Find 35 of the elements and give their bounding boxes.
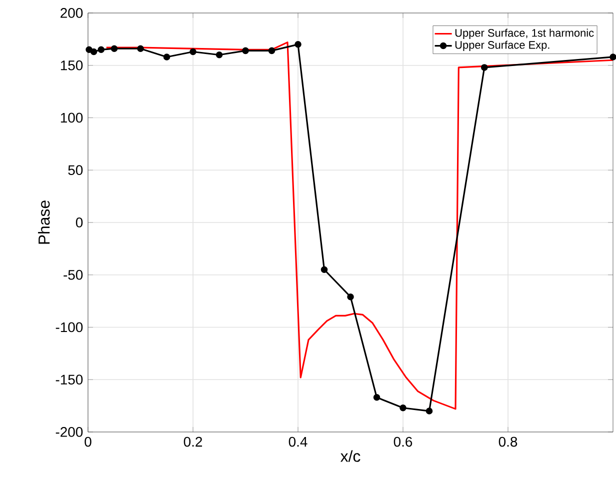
point [480,64,488,71]
point [90,48,98,56]
y-tick-label: -100 [56,322,83,332]
x-tick-label: 0.4 [288,436,308,447]
x-tick-label: 0 [84,436,92,447]
point [294,41,302,48]
y-tick-label: 150 [60,60,83,70]
point [347,293,354,300]
x-tick-label: 0.2 [184,436,202,447]
point [400,404,406,412]
point [373,394,380,401]
point [163,54,170,60]
y-axis-title: Phase [38,200,50,244]
point [98,46,105,54]
point [110,45,118,52]
y-tick-label: 50 [68,165,83,176]
x-tick-label: 0.8 [498,436,518,447]
point [86,46,92,54]
y-tick-label: 0 [76,218,83,228]
x-axis-title: x/c [340,450,360,462]
point [242,47,249,54]
point [216,51,223,58]
legend-label: Upper Surface Exp. [455,40,550,51]
y-tick-label: -200 [56,427,83,437]
x-tick-label: 0.6 [394,436,412,447]
y-tick-label: -150 [56,374,83,385]
point [426,408,433,414]
y-tick-label: -50 [64,270,83,280]
y-tick-label: 200 [60,8,83,18]
point [268,47,276,54]
point [190,48,196,56]
point [320,266,328,274]
point [137,45,144,52]
legend-label: Upper Surface, 1st harmonic [455,28,594,39]
y-tick-label: 100 [60,112,83,123]
